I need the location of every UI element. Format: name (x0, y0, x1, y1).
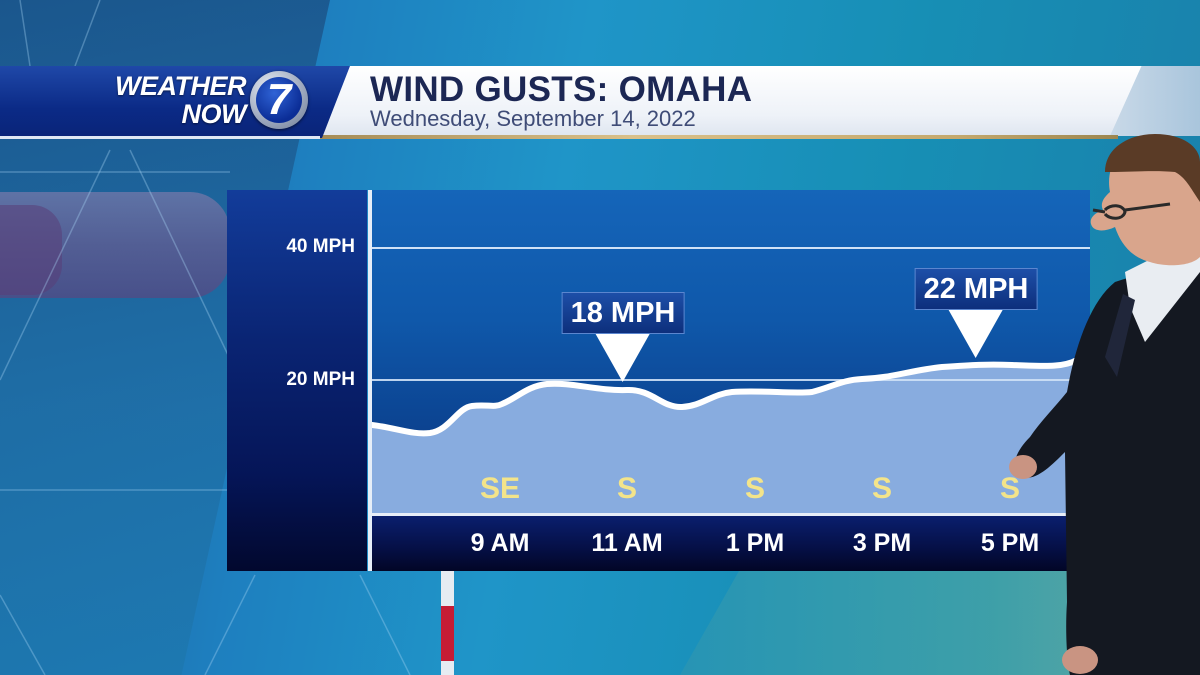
callout-label: 22 MPH (914, 268, 1038, 310)
x-tick-9am: 9 AM (470, 529, 530, 557)
logo-underline (0, 136, 320, 139)
y-axis-panel: 40 MPH 20 MPH (227, 190, 367, 571)
page-date: Wednesday, September 14, 2022 (370, 106, 696, 131)
gust-line (372, 352, 1090, 437)
channel-7-logo-icon: 7 (250, 71, 308, 129)
y-tick-40: 40 MPH (286, 236, 355, 257)
callout-18-mph: 18 MPH (561, 292, 685, 382)
station-logo-text: WEATHER NOW (98, 71, 247, 129)
logo-number: 7 (256, 77, 302, 123)
x-tick-3pm: 3 PM (852, 529, 912, 557)
logo-line-weather: WEATHER (115, 71, 247, 101)
wind-direction-9am: SE (479, 472, 521, 505)
x-tick-5pm: 5 PM (980, 529, 1040, 557)
presenter-figure (1009, 134, 1200, 675)
callout-label: 18 MPH (561, 292, 685, 334)
background-ribbon-accent (0, 205, 62, 295)
callout-pointer-icon (595, 334, 650, 382)
x-tick-11am: 11 AM (591, 529, 663, 557)
y-tick-20: 20 MPH (286, 369, 355, 390)
callout-22-mph: 22 MPH (914, 268, 1038, 358)
x-axis-band: 9 AM 11 AM 1 PM 3 PM 5 PM (372, 513, 1090, 571)
header-banner: WEATHER NOW 7 WIND GUSTS: OMAHA Wednesda… (0, 66, 1200, 140)
title-bar (310, 66, 1200, 136)
page-title: WIND GUSTS: OMAHA (370, 70, 753, 109)
wind-gust-chart: 40 MPH 20 MPH 18 MPH 22 MPH SE S S S S 9… (227, 190, 1090, 571)
stand-pole-red-segment (441, 606, 454, 661)
x-tick-1pm: 1 PM (725, 529, 785, 557)
callout-pointer-icon (948, 310, 1003, 358)
gust-curve (372, 247, 1090, 513)
wind-direction-1pm: S (744, 472, 766, 505)
wind-direction-11am: S (616, 472, 638, 505)
y-axis-line (368, 190, 372, 571)
wind-direction-5pm: S (999, 472, 1021, 505)
gust-area-fill (372, 355, 1090, 513)
wind-direction-3pm: S (871, 472, 893, 505)
logo-line-now: NOW (181, 99, 247, 129)
title-underline (308, 135, 1118, 139)
